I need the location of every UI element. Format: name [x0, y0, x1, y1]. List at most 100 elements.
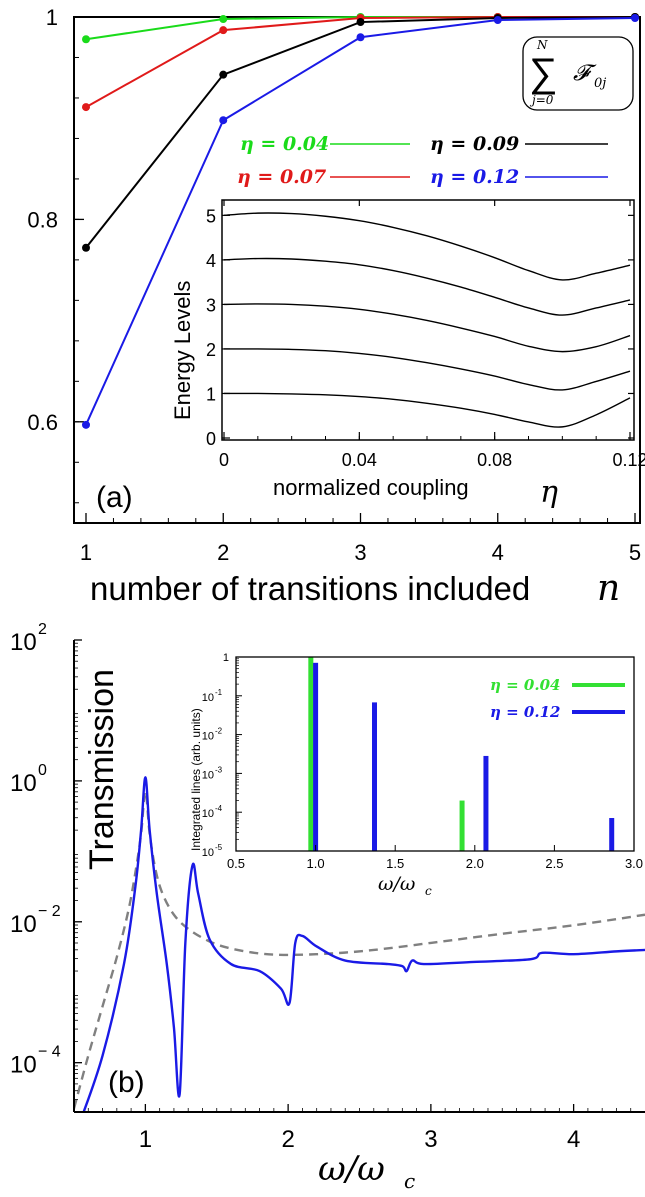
inset-a-x-label-math: η: [540, 475, 558, 510]
panel-b-y-tick-exp: − 4: [38, 1044, 61, 1061]
inset-b-x-label-sub: c: [425, 884, 432, 898]
inset-a-frame: [221, 199, 635, 441]
inset-a-y-tick-label: 3: [206, 295, 216, 315]
inset-b-y-tick-exp: -3: [215, 765, 223, 774]
inset-b-y-tick-label: 1: [223, 652, 229, 664]
legend-label: η = 0.07: [237, 166, 326, 188]
panel-b-y-label: Transmission: [83, 669, 121, 870]
x-axis-math-n: n: [597, 568, 620, 609]
panel-b-y-tick-base: 10: [10, 1052, 37, 1079]
panel-b-x-tick-label: 2: [281, 1126, 294, 1153]
panel-a-legend: η = 0.04 η = 0.09 η = 0.07 η = 0.12: [237, 133, 608, 188]
inset-b-y-tick-exp: -5: [215, 843, 223, 852]
inset-b-y-tick-exp: -2: [215, 727, 223, 736]
inset-b-legend-label: η = 0.04: [490, 676, 560, 694]
inset-b-legend: η = 0.04 η = 0.12: [490, 676, 625, 721]
inset-b-x-tick-label: 1.5: [386, 856, 404, 871]
fidelity-sum-formula: N ∑ j=0 𝓕 0j: [522, 36, 634, 111]
panel-b-x-label-sub: c: [404, 1169, 415, 1193]
panel-a-main-plot: 1 2 3 4 5 0.6 0.8 1 (a) number of transitions i…: [27, 5, 641, 609]
inset-a-x-tick-label: 0.08: [477, 450, 512, 470]
x-tick-label: 4: [492, 540, 504, 565]
energy-level-curve: [223, 348, 631, 391]
integrated-line-bar: [308, 657, 314, 851]
formula-sum-top: N: [536, 38, 548, 52]
y-tick-label: 0.8: [27, 207, 58, 232]
data-point: [82, 103, 90, 112]
energy-level-curve: [223, 212, 631, 281]
panel-b-x-tick-label: 4: [567, 1126, 580, 1153]
panel-b-label: (b): [108, 1066, 145, 1099]
formula-subscript: 0j: [594, 76, 606, 91]
legend-label: η = 0.09: [430, 133, 519, 155]
integrated-line-bar: [609, 818, 615, 851]
inset-b-y-tick-base: 10: [202, 808, 214, 820]
inset-b-x-tick-label: 2.0: [466, 856, 484, 871]
inset-b-y-label: Integrated lines (arb. units): [189, 708, 203, 851]
formula-sum-bottom: j=0: [529, 93, 554, 107]
inset-b-x-label: ω/ω c: [378, 873, 432, 898]
x-tick-label: 1: [80, 540, 92, 565]
inset-b-x-label-main: ω/ω: [378, 873, 415, 895]
inset-a-x-tick-label: 0: [219, 450, 229, 470]
data-point: [219, 26, 228, 35]
integrated-line-bar: [459, 800, 465, 851]
panel-a-label: (a): [96, 481, 133, 514]
inset-b-frame: [235, 656, 635, 852]
data-point: [82, 243, 90, 252]
inset-b-x-tick-label: 1.0: [307, 856, 325, 871]
data-point: [356, 33, 365, 42]
inset-b-y-tick-base: 10: [202, 692, 214, 704]
panel-b-y-tick-exp: 2: [38, 621, 47, 638]
inset-a-x-label: normalized coupling: [273, 475, 469, 500]
legend-label: η = 0.04: [240, 133, 329, 155]
formula-sum-symbol: ∑: [529, 51, 558, 95]
inset-b-y-tick-base: 10: [202, 769, 214, 781]
inset-b-legend-label: η = 0.12: [490, 703, 560, 721]
legend-label: η = 0.12: [430, 166, 519, 188]
x-axis-label: number of transitions included n: [90, 568, 620, 609]
data-point: [493, 16, 502, 25]
inset-b-y-tick-exp: -4: [215, 804, 223, 813]
panel-b-y-tick-base: 10: [10, 629, 37, 656]
inset-b-x-tick-label: 0.5: [227, 856, 245, 871]
inset-a-x-tick-label: 0.04: [342, 450, 377, 470]
inset-b-y-tick-exp: -1: [215, 688, 223, 697]
inset-b-background: [236, 657, 634, 851]
panel-b-x-label-main: ω/ω: [318, 1149, 385, 1189]
panel-b-y-tick-base: 10: [10, 770, 37, 797]
inset-b-y-tick-base: 10: [202, 847, 214, 859]
panel-b-y-tick-exp: 0: [38, 762, 47, 779]
inset-a-y-tick-label: 0: [206, 429, 216, 449]
inset-a-y-tick-label: 4: [206, 251, 216, 271]
energy-level-curve: [223, 257, 631, 316]
data-point: [219, 116, 228, 125]
inset-b-x-tick-label: 3.0: [625, 856, 643, 871]
panel-b-inset-integrated-lines: 0.5 1.0 1.5 2.0 2.5 3.0110-110-210-310-410-5 …: [189, 652, 643, 898]
inset-a-y-tick-label: 1: [206, 384, 216, 404]
inset-a-x-tick-label: 0.12: [612, 450, 645, 470]
panel-b-x-label: ω/ω c: [318, 1149, 415, 1193]
panel-b-x-tick-label: 3: [424, 1126, 437, 1153]
panel-b-y-tick-exp: − 2: [38, 903, 61, 920]
integrated-line-bar: [483, 755, 489, 851]
data-point: [82, 35, 90, 44]
x-tick-label: 5: [629, 540, 641, 565]
integrated-line-bar: [313, 662, 319, 851]
data-point: [356, 18, 365, 27]
inset-a-y-tick-label: 5: [206, 206, 216, 226]
transmission-curve-dashed: [74, 790, 645, 1109]
panel-b-x-tick-label: 1: [139, 1126, 152, 1153]
inset-a-y-tick-label: 2: [206, 340, 216, 360]
x-axis-title: number of transitions included: [90, 570, 530, 607]
y-tick-label: 1: [46, 5, 58, 30]
data-point: [631, 14, 639, 23]
energy-level-curve: [223, 303, 631, 353]
panel-b-main-plot: 1 2 3 410 210 010− 210− 4 Transmission (b) ω/…: [10, 621, 645, 1193]
data-point: [219, 15, 228, 24]
y-tick-label: 0.6: [27, 410, 58, 435]
data-point: [82, 420, 90, 429]
x-tick-label: 3: [354, 540, 366, 565]
transmission-curve-solid: [82, 776, 645, 1112]
